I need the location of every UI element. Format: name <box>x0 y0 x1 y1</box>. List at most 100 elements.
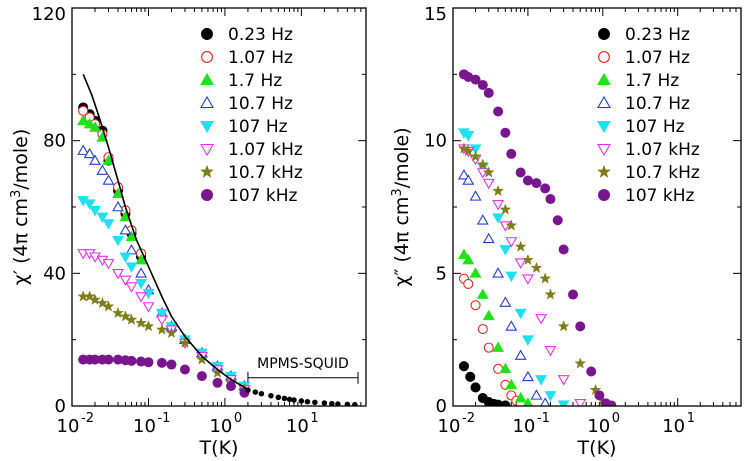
data-point <box>557 320 570 332</box>
data-point <box>469 190 482 201</box>
y-tick-label: 120 <box>32 4 66 25</box>
data-point <box>506 148 517 159</box>
legend-marker <box>597 95 611 109</box>
data-point <box>470 74 481 85</box>
y-axis-label: χ″ (4π cm3/mole) <box>390 127 413 286</box>
data-point <box>457 248 470 260</box>
data-point <box>212 377 223 388</box>
x-tick-exponent: -2 <box>462 411 475 426</box>
data-point <box>521 253 534 266</box>
data-point <box>275 394 282 401</box>
data-point <box>505 320 518 331</box>
data-point <box>155 323 168 335</box>
plot-area <box>457 69 617 406</box>
x-tick-label: 10 <box>587 416 610 437</box>
data-point <box>225 381 236 392</box>
data-point <box>112 306 124 319</box>
data-point <box>462 253 475 265</box>
data-point <box>492 184 505 197</box>
data-point <box>462 131 475 142</box>
legend-label: 1.07 kHz <box>228 140 303 160</box>
data-point <box>492 341 505 352</box>
data-point <box>112 200 124 212</box>
data-point <box>500 127 511 138</box>
data-point <box>535 314 548 325</box>
data-point <box>492 267 505 278</box>
x-axis-label: T(K) <box>199 437 239 459</box>
data-point <box>165 326 178 339</box>
data-point <box>83 199 96 210</box>
legend-label: 0.23 Hz <box>625 25 690 45</box>
data-point <box>505 271 518 283</box>
series-10-7-hz <box>457 169 551 406</box>
data-point <box>505 219 518 231</box>
data-point <box>521 370 534 382</box>
data-point <box>521 335 534 346</box>
data-point <box>136 356 147 367</box>
data-point <box>493 106 504 117</box>
data-point <box>505 378 518 390</box>
y-tick-label: 0 <box>436 396 447 417</box>
data-point <box>482 232 495 244</box>
data-point <box>545 194 556 205</box>
data-point <box>96 164 109 175</box>
data-point <box>539 272 552 284</box>
series-line <box>82 73 249 391</box>
data-point <box>125 244 138 255</box>
data-point <box>112 269 124 280</box>
data-point <box>102 219 115 230</box>
data-point <box>166 359 177 370</box>
legend-marker <box>201 189 213 201</box>
data-point <box>102 174 115 185</box>
legend-marker <box>597 164 611 178</box>
data-point <box>458 361 469 372</box>
data-point <box>125 262 138 273</box>
x-tick-exponent: -1 <box>157 411 170 426</box>
data-point <box>575 321 586 332</box>
data-point <box>89 293 101 305</box>
data-point <box>476 288 489 299</box>
y-axis-label-part: χ′ (4π cm <box>10 198 32 285</box>
data-point <box>535 375 548 386</box>
data-point <box>103 354 114 365</box>
x-tick-label: 10 <box>133 416 156 437</box>
data-point <box>83 147 96 159</box>
data-point <box>112 235 124 247</box>
data-point <box>522 397 533 406</box>
legend-marker <box>200 95 214 109</box>
data-point <box>469 150 482 162</box>
data-point <box>482 166 495 178</box>
series-1-07-hz <box>458 273 526 406</box>
data-point <box>499 245 512 256</box>
axes-frame <box>452 7 742 407</box>
data-point <box>540 183 551 194</box>
x-tick-label: 10 <box>512 416 535 437</box>
legend: 0.23 Hz 1.07 Hz 1.7 Hz 10.7 Hz 107 Hz 1.07 kH… <box>597 25 700 206</box>
x-tick-label: 10 <box>57 416 80 437</box>
data-point <box>102 154 115 165</box>
series-107-khz <box>78 354 250 398</box>
data-point <box>483 342 494 353</box>
legend-label: 1.07 kHz <box>625 140 700 160</box>
data-point <box>143 357 154 368</box>
data-point <box>515 167 526 178</box>
data-point <box>499 362 512 374</box>
y-axis-label-part: 3 <box>390 188 405 196</box>
y-tick-label: 5 <box>436 263 447 284</box>
data-point <box>477 324 488 335</box>
data-point <box>135 267 147 278</box>
data-point <box>258 390 265 397</box>
legend-label: 1.07 Hz <box>228 48 293 68</box>
data-point <box>77 144 90 155</box>
data-point <box>119 310 132 322</box>
data-point <box>321 400 328 406</box>
data-point <box>462 174 475 185</box>
y-axis-label-part: 3 <box>9 190 24 198</box>
y-axis-label-part: χ″ (4π cm <box>391 197 413 287</box>
y-tick-label: 15 <box>424 4 447 25</box>
legend-marker <box>200 143 214 157</box>
data-point <box>544 345 557 357</box>
legend-marker <box>200 72 214 86</box>
